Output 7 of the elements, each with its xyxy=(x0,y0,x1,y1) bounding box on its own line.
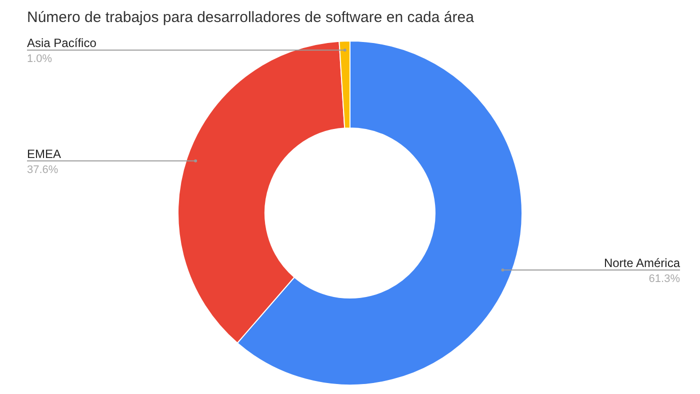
slice-label: EMEA xyxy=(27,146,62,161)
data-label: 1.0% xyxy=(27,53,52,66)
data-label: 61.3% xyxy=(648,272,680,285)
slice-label: Norte América xyxy=(604,256,680,270)
slice-label: Asia Pacífico xyxy=(27,36,97,50)
data-label: 37.6% xyxy=(27,164,58,176)
chart-title: Número de trabajos para desarrolladores de software en cada área xyxy=(27,9,475,26)
